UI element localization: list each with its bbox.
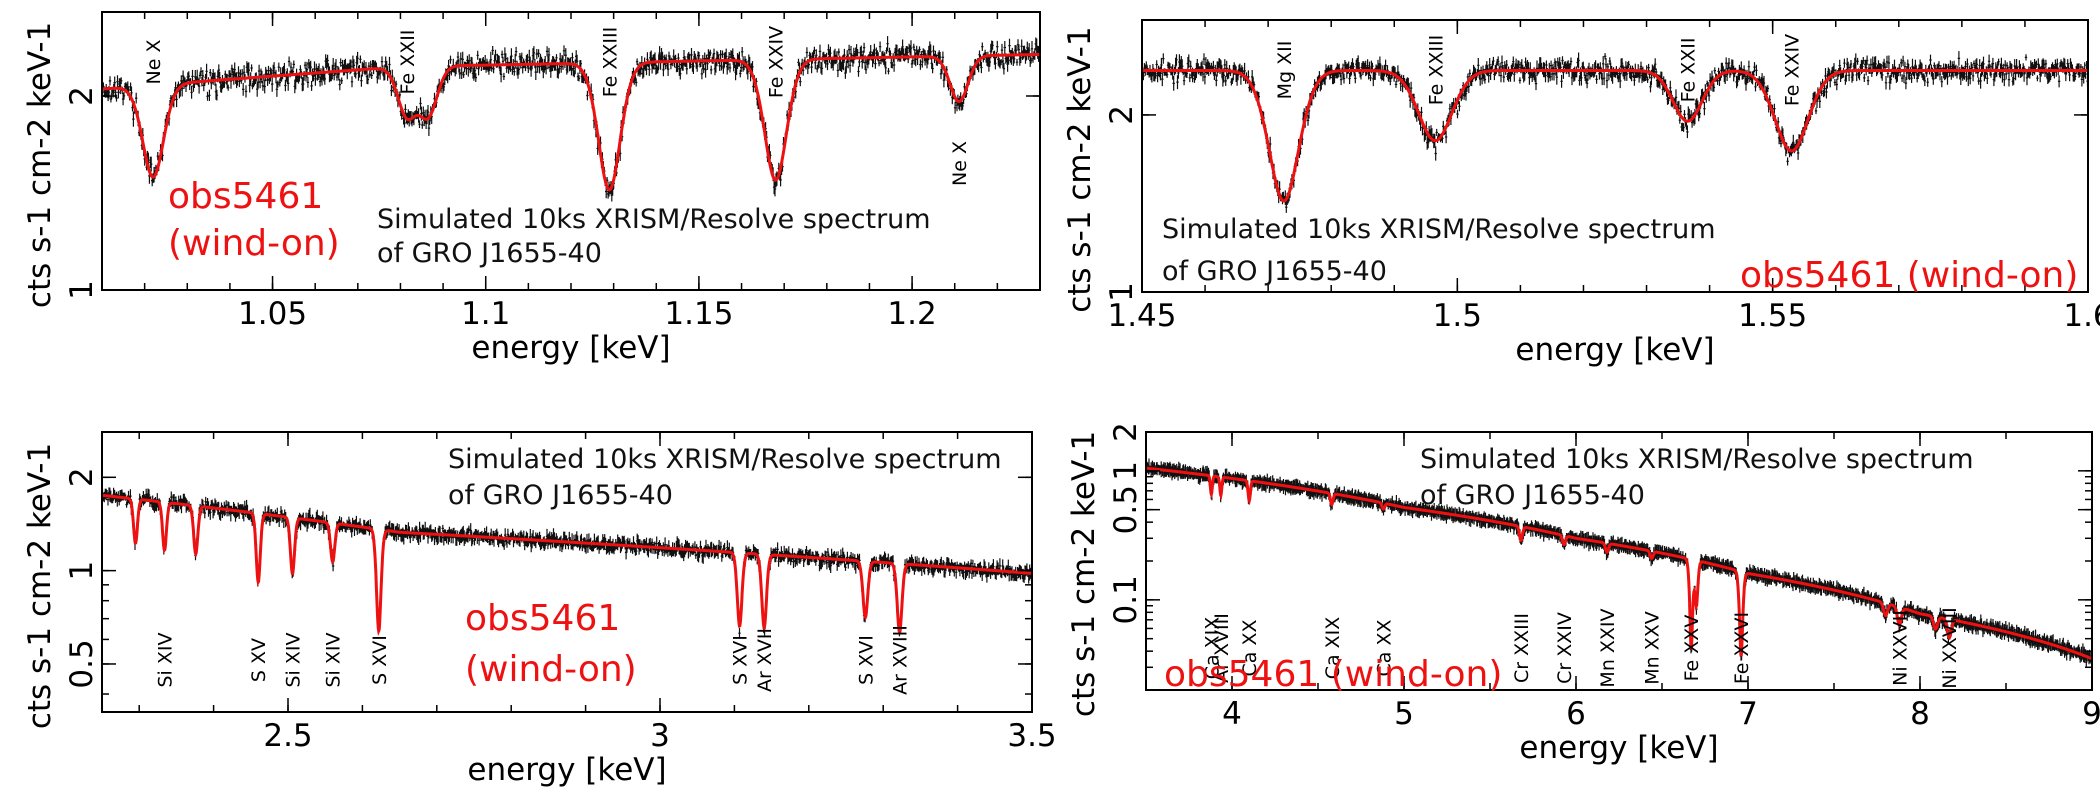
y-tick-label: 1: [1108, 461, 1144, 481]
x-axis-label: energy [keV]: [471, 330, 670, 366]
line-label: Ar XVIII: [1211, 613, 1233, 683]
model-curve-3: [102, 493, 1032, 637]
line-label: Fe XXIV: [1782, 34, 1804, 106]
line-label: Mn XXV: [1642, 611, 1664, 685]
simulation-note: Simulated 10ks XRISM/Resolve spectrum: [1420, 444, 1974, 475]
model-curve-2: [1142, 69, 2088, 203]
simulation-note-source: of GRO J1655-40: [1162, 256, 1387, 287]
line-label: S XVI: [730, 635, 752, 685]
x-tick-label: 7: [1738, 696, 1758, 732]
line-label: Si XIV: [154, 633, 176, 688]
line-label: Si XIV: [282, 633, 304, 688]
line-label: Ne X: [949, 141, 971, 186]
observation-label: obs5461: [465, 598, 620, 639]
x-tick-label: 1.45: [1107, 298, 1176, 334]
simulation-note-source: of GRO J1655-40: [377, 238, 602, 269]
observation-label: obs5461 (wind-on): [1164, 654, 1502, 695]
line-label: S XVI: [369, 635, 391, 685]
line-label: S XVI: [855, 635, 877, 685]
y-tick-label: 2: [1108, 422, 1144, 442]
observation-label: obs5461 (wind-on): [1740, 255, 2078, 296]
plot-frame: [101, 431, 1033, 713]
simulation-note: Simulated 10ks XRISM/Resolve spectrum: [1162, 214, 1716, 245]
line-label: Fe XXIII: [599, 27, 621, 97]
y-tick-label: 1: [64, 561, 100, 581]
y-axis-label: cts s-1 cm-2 keV-1: [22, 22, 58, 308]
x-axis-label: energy [keV]: [467, 752, 666, 788]
x-tick-label: 1.6: [2063, 298, 2100, 334]
x-tick-label: 1.55: [1738, 298, 1807, 334]
simulation-note-source: of GRO J1655-40: [448, 480, 673, 511]
line-label: Fe XXVI: [1731, 612, 1753, 684]
line-label: Fe XXV: [1681, 615, 1703, 682]
line-label: Ar XVII: [754, 628, 776, 692]
simulation-note: Simulated 10ks XRISM/Resolve spectrum: [448, 444, 1002, 475]
spectrum-panel-1: 1.05 1.1 1.15 1.2 1 2 energy [keV] cts s-1 cm-2…: [22, 11, 1041, 366]
x-axis-label: energy [keV]: [1515, 332, 1714, 368]
y-axis-label: cts s-1 cm-2 keV-1: [1066, 431, 1102, 717]
x-tick-label: 6: [1566, 696, 1586, 732]
line-label: Fe XXII: [397, 30, 419, 95]
line-label: Mg XII: [1274, 41, 1296, 100]
plot-frame: [1141, 19, 2089, 293]
x-axis-label: energy [keV]: [1519, 730, 1718, 766]
x-tick-label: 3: [650, 718, 670, 754]
model-curve-1: [102, 53, 1040, 192]
x-tick-label: 5: [1394, 696, 1414, 732]
line-label: Cr XXIII: [1511, 613, 1533, 683]
line-label: Ne X: [143, 40, 165, 85]
x-tick-label: 8: [1910, 696, 1930, 732]
line-label: Fe XXIII: [1425, 35, 1447, 105]
y-tick-label: 1: [64, 280, 100, 300]
x-tick-label: 4: [1222, 696, 1242, 732]
x-tick-label: 1.2: [887, 296, 936, 332]
y-axis-label: cts s-1 cm-2 keV-1: [22, 443, 58, 729]
y-tick-label: 0.1: [1108, 575, 1144, 624]
line-label: Ca XIX: [1322, 617, 1344, 680]
spectrum-panel-2: 1.45 1.5 1.55 1.6 1 2 energy [keV] cts s-1 cm-2…: [1062, 19, 2100, 368]
x-tick-label: 2.5: [263, 718, 312, 754]
observation-label: obs5461: [168, 176, 323, 217]
line-label: Ni XXVIII: [1939, 607, 1961, 688]
line-label: Ar XVIII: [890, 625, 912, 695]
model-curve-4: [1146, 466, 2092, 661]
line-label: Fe XXII: [1678, 38, 1700, 103]
line-label: Ca XX: [1373, 620, 1395, 677]
y-tick-label: 2: [1104, 105, 1140, 125]
x-tick-label: 1.1: [461, 296, 510, 332]
line-label: S XV: [248, 638, 270, 682]
y-tick-label: 0.5: [1108, 485, 1144, 534]
spectrum-panel-3: 2.5 3 3.5 0.5 1 2 energy [keV] cts s-1 cm-2 keV…: [22, 431, 1057, 788]
line-label: Cr XXIV: [1554, 612, 1576, 684]
y-tick-label: 1: [1104, 282, 1140, 302]
x-tick-label: 9: [2082, 696, 2100, 732]
line-label: Ca XIX: [1201, 617, 1223, 680]
y-axis-label: cts s-1 cm-2 keV-1: [1062, 26, 1098, 312]
y-tick-label: 2: [64, 467, 100, 487]
x-tick-label: 1.5: [1433, 298, 1482, 334]
observation-label-2: (wind-on): [168, 223, 340, 264]
x-tick-label: 3.5: [1007, 718, 1056, 754]
line-label: Fe XXIV: [766, 26, 788, 98]
spectrum-panel-4: 4 5 6 7 8 9 0.1 0.5 1 2 energy [keV] cts s-1 cm-2 k…: [1066, 422, 2100, 766]
line-label: Ni XXVII: [1889, 610, 1911, 686]
x-tick-label: 1.15: [664, 296, 733, 332]
line-label: Mn XXIV: [1597, 608, 1619, 687]
x-tick-label: 1.05: [238, 296, 307, 332]
observation-label-2: (wind-on): [465, 649, 637, 690]
y-tick-label: 0.5: [64, 639, 100, 688]
y-tick-label: 2: [64, 86, 100, 106]
simulation-note: Simulated 10ks XRISM/Resolve spectrum: [377, 204, 931, 235]
simulation-note-source: of GRO J1655-40: [1420, 480, 1645, 511]
line-label: Si XIV: [323, 633, 345, 688]
line-label: Ca XX: [1239, 620, 1261, 677]
